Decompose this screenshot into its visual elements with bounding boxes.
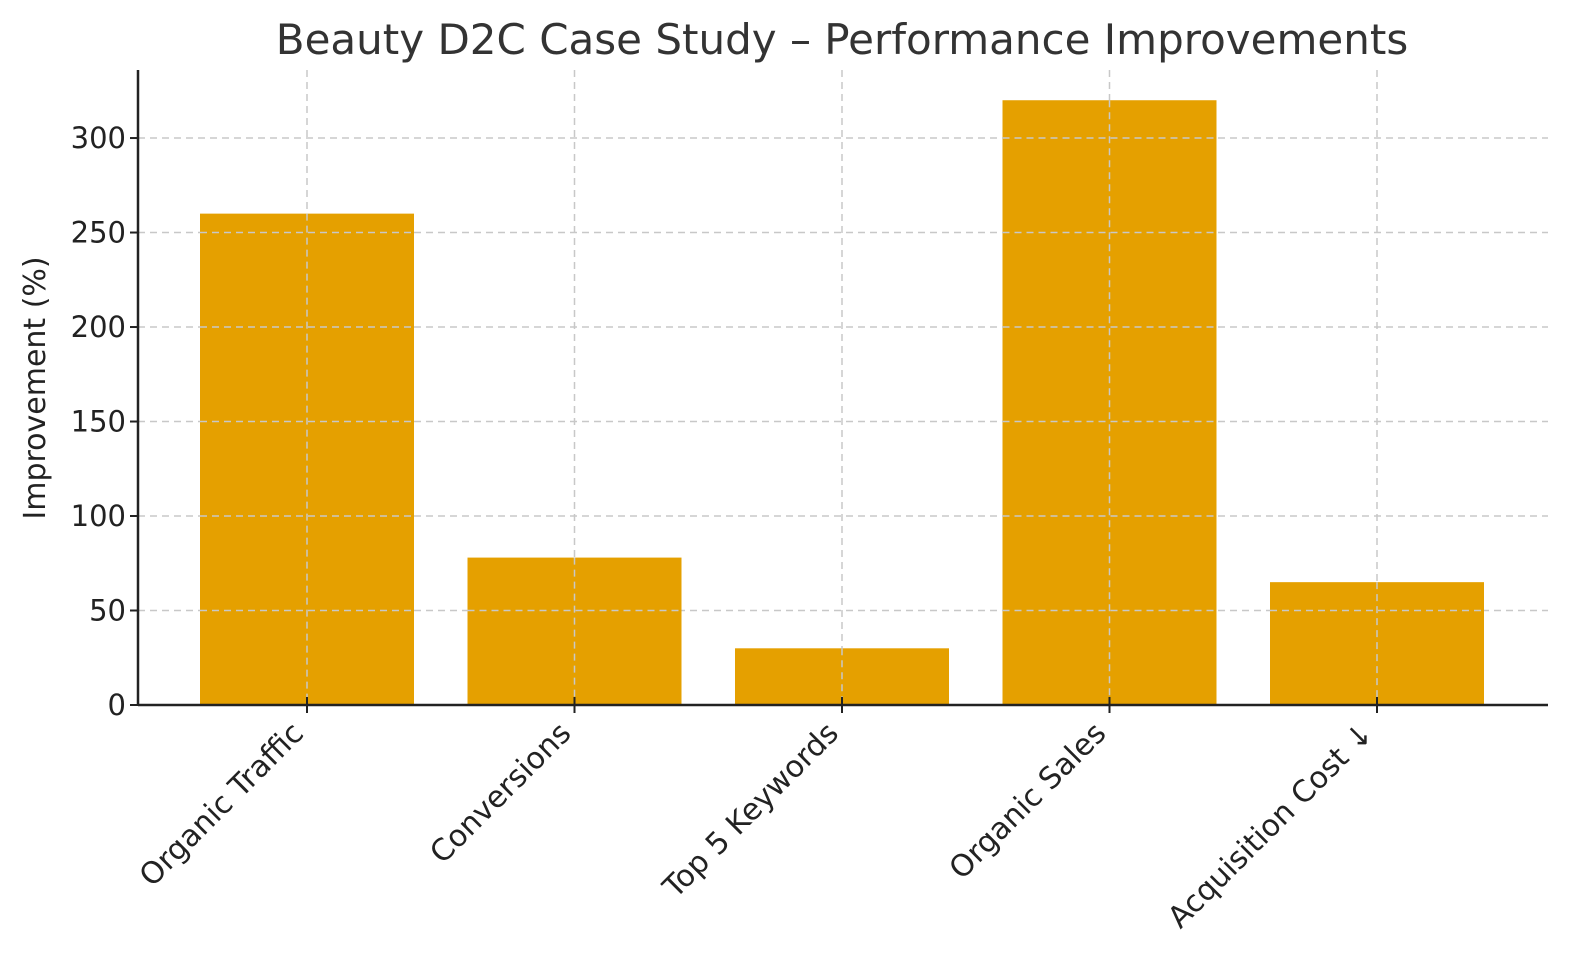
y-ticks: 0 50 100 150 200 250 300 [71,121,138,722]
chart-title: Beauty D2C Case Study – Performance Impr… [276,15,1408,64]
x-tick-label: Top 5 Keywords [656,716,846,906]
y-axis-label: Improvement (%) [18,256,53,519]
y-tick-label: 100 [71,499,126,533]
y-tick-label: 300 [71,121,126,155]
y-tick-label: 250 [71,216,126,250]
x-ticks: Organic Traffic Conversions Top 5 Keywords… [133,697,1381,935]
y-tick-label: 50 [89,594,126,628]
y-tick-label: 150 [71,405,126,439]
x-tick-label: Conversions [423,716,578,871]
y-tick-label: 0 [108,688,126,722]
x-tick-label: Acquisition Cost ↓ [1161,716,1380,935]
x-tick-label: Organic Sales [943,716,1113,886]
grid-overlay [200,100,1484,705]
y-tick-label: 200 [71,310,126,344]
x-tick-label: Organic Traffic [133,716,311,894]
